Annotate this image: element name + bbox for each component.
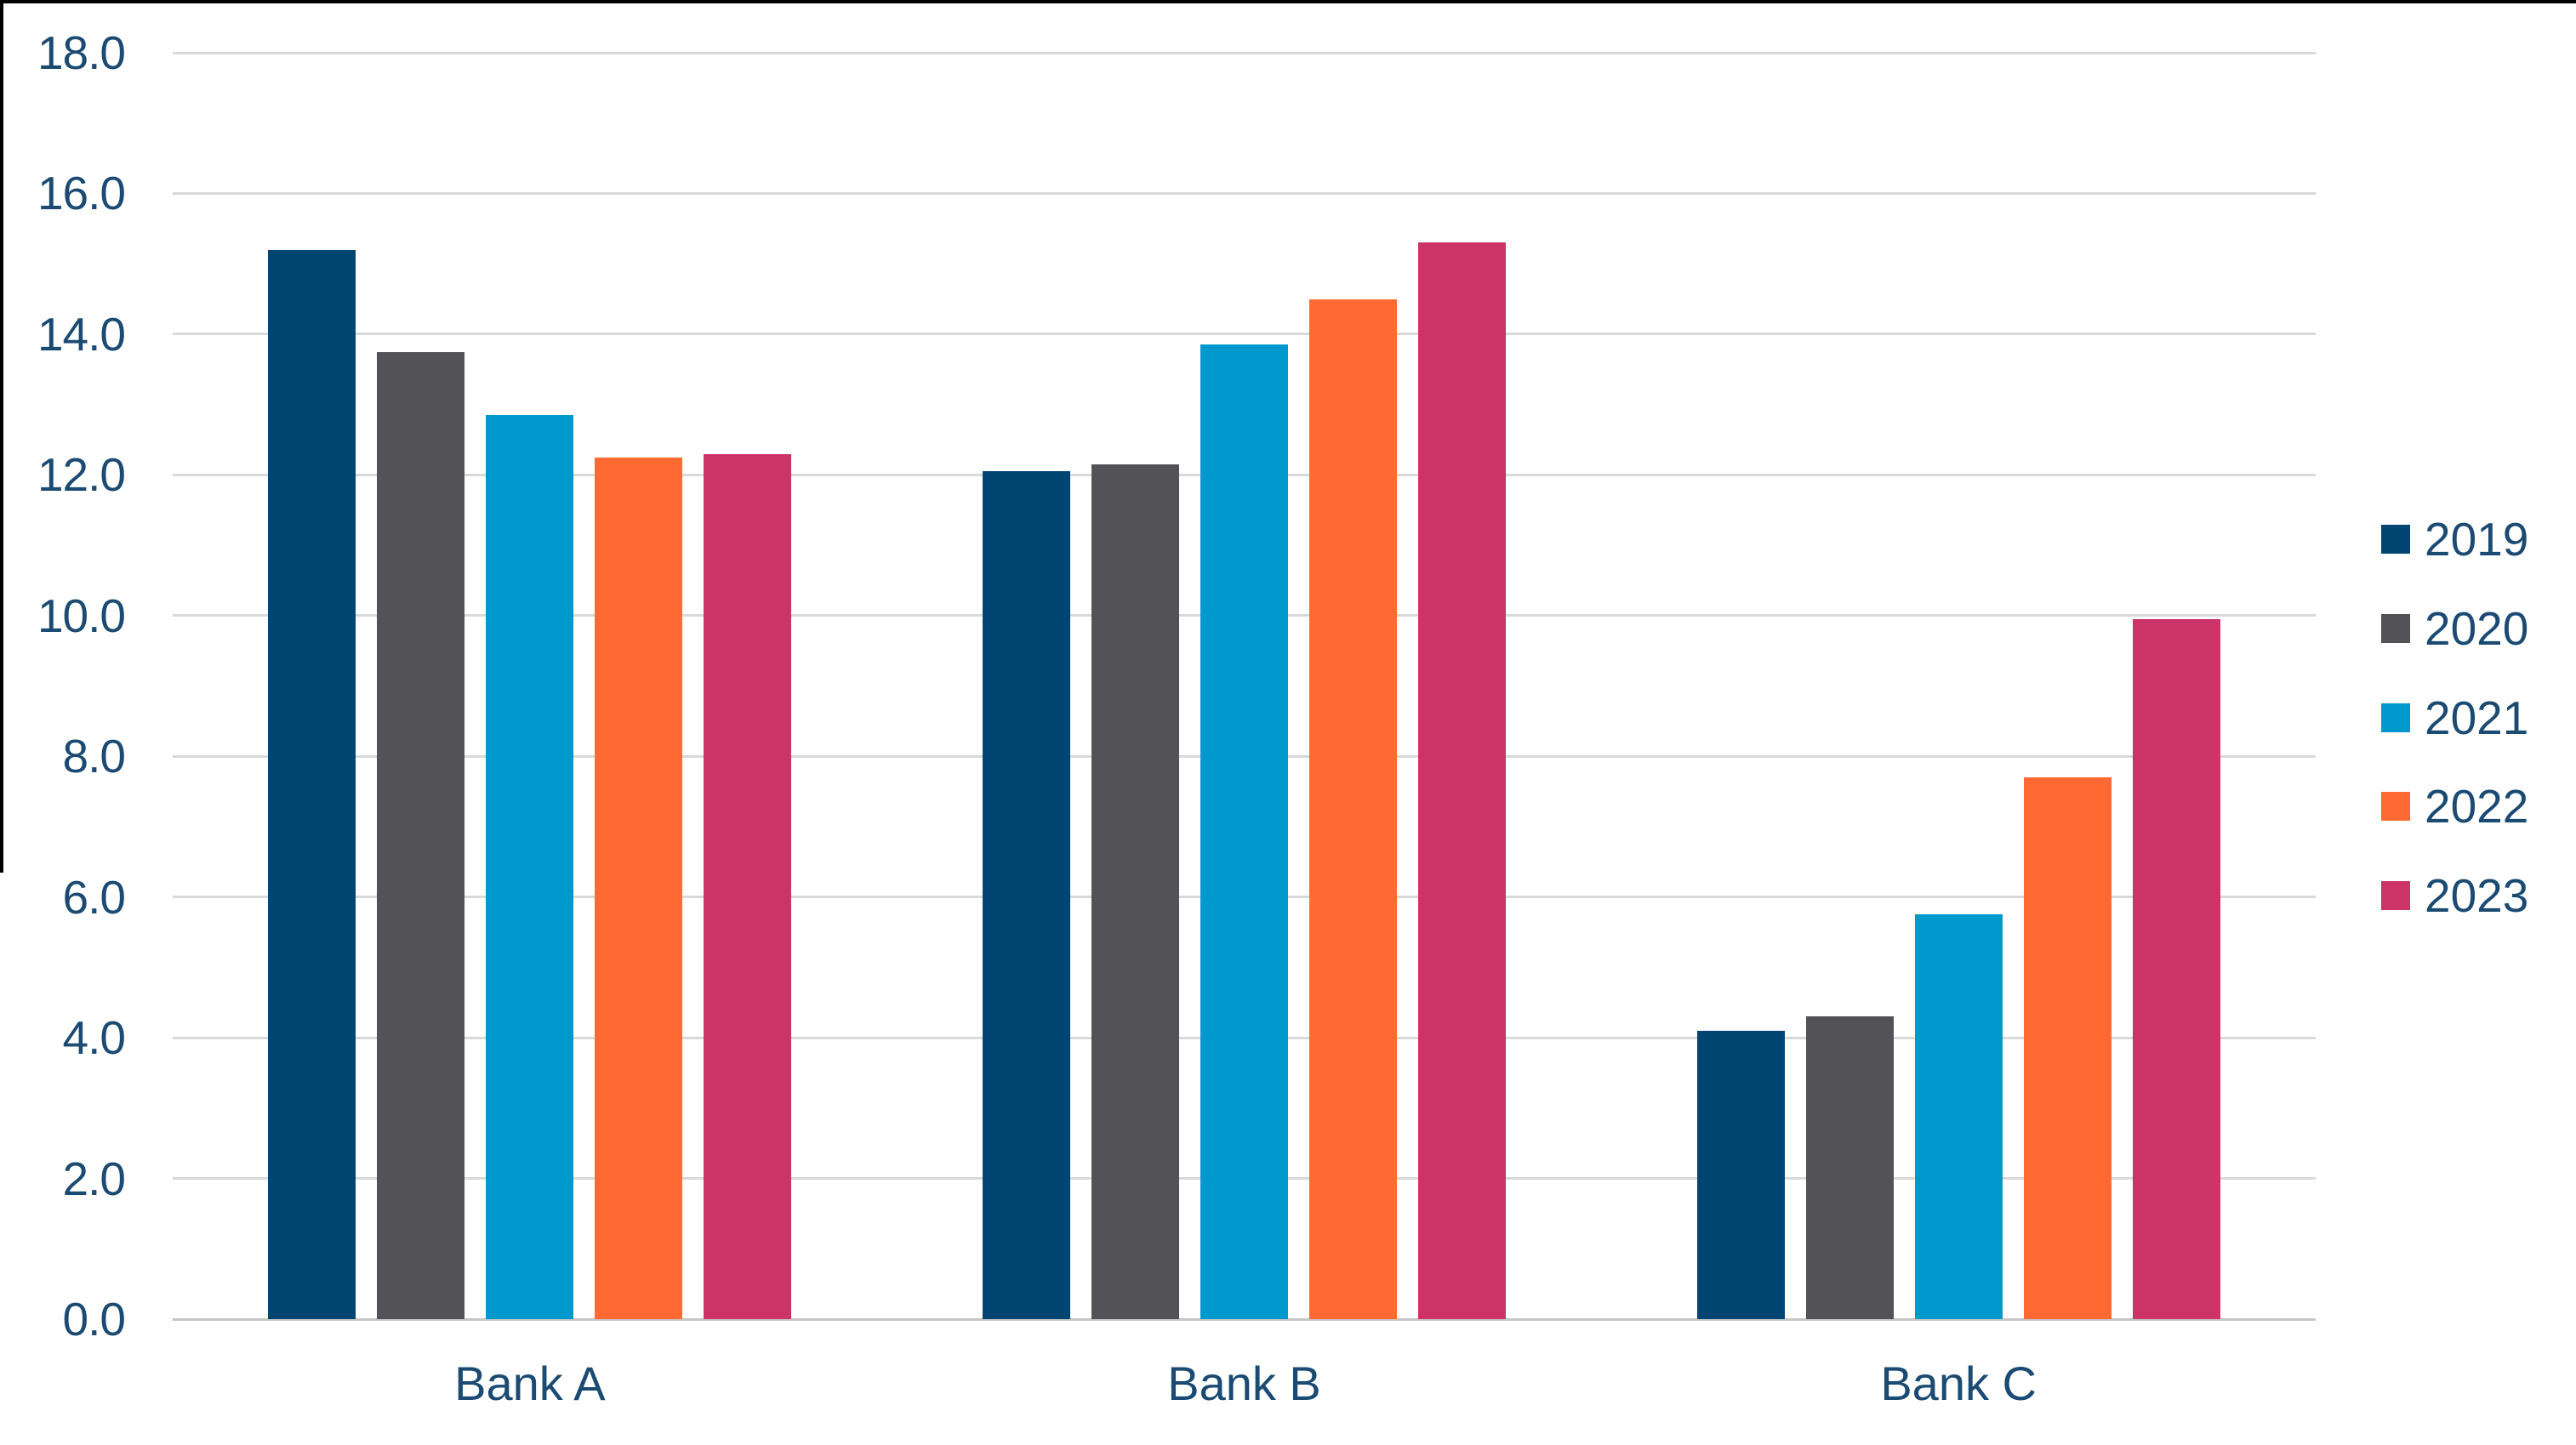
bar-bank-b-2019	[983, 471, 1070, 1319]
y-axis-tick-label: 14.0	[37, 307, 126, 361]
legend-marker-icon	[2381, 792, 2410, 822]
legend-marker-icon	[2381, 613, 2410, 643]
y-axis-tick-label: 4.0	[62, 1011, 126, 1065]
legend-label: 2021	[2425, 691, 2529, 744]
y-axis-tick-label: 6.0	[62, 870, 126, 924]
legend-marker-icon	[2381, 703, 2410, 732]
bar-bank-c-2019	[1696, 1030, 1785, 1319]
bar-bank-a-2021	[486, 415, 574, 1319]
bar-bank-a-2023	[704, 453, 792, 1319]
y-axis-tick-label: 0.0	[62, 1293, 126, 1345]
bar-bank-c-2023	[2132, 618, 2220, 1319]
x-axis-category-label: Bank A	[454, 1357, 606, 1410]
legend-label: 2022	[2425, 780, 2529, 833]
legend-item-2019: 2019	[2381, 513, 2528, 566]
y-axis-tick-label: 10.0	[37, 589, 126, 642]
bar-bank-b-2021	[1200, 344, 1288, 1319]
y-axis-tick-label: 8.0	[62, 730, 126, 783]
x-axis-category-label: Bank C	[1880, 1357, 2037, 1410]
x-axis-category-label: Bank B	[1167, 1357, 1321, 1410]
x-axis-line	[173, 1317, 2316, 1321]
bar-bank-b-2022	[1309, 299, 1397, 1319]
bar-bank-a-2020	[377, 351, 465, 1319]
legend-item-2022: 2022	[2381, 780, 2528, 833]
legend-item-2023: 2023	[2381, 869, 2528, 922]
bar-bank-b-2023	[1418, 242, 1506, 1319]
gridline	[173, 333, 2316, 336]
legend-label: 2020	[2425, 601, 2529, 655]
bar-bank-a-2022	[595, 457, 683, 1319]
y-axis-tick-label: 16.0	[37, 167, 126, 220]
gridline	[173, 191, 2316, 195]
legend-label: 2023	[2425, 869, 2529, 922]
legend-item-2021: 2021	[2381, 691, 2528, 744]
legend-item-2020: 2020	[2381, 602, 2528, 655]
plot-area	[173, 51, 2316, 1321]
gridline	[173, 51, 2316, 54]
y-axis-tick-label: 2.0	[62, 1152, 126, 1205]
y-axis-tick-label: 12.0	[37, 448, 126, 502]
legend-marker-icon	[2381, 525, 2410, 554]
chart-frame-border	[0, 3, 3, 873]
bar-bank-c-2020	[1805, 1016, 1894, 1319]
bar-bank-c-2021	[1914, 914, 2003, 1319]
y-axis-tick-label: 18.0	[37, 26, 126, 79]
bar-bank-a-2019	[268, 249, 356, 1319]
bar-bank-c-2022	[2023, 777, 2112, 1319]
legend-label: 2019	[2425, 513, 2529, 566]
bar-bank-b-2020	[1091, 464, 1179, 1319]
legend-marker-icon	[2381, 881, 2410, 910]
